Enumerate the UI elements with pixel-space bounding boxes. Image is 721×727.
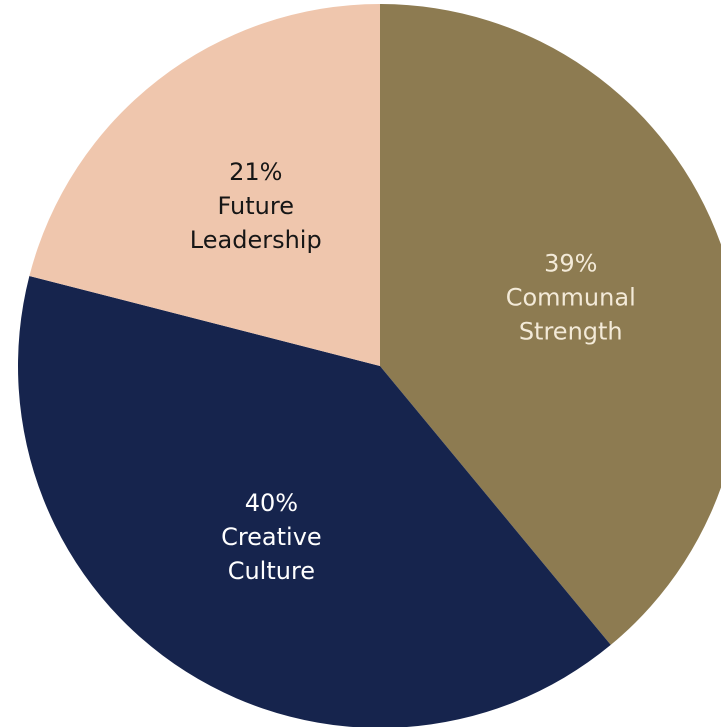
pie-slice-communal-strength bbox=[380, 4, 721, 645]
pie-slice-creative-culture bbox=[18, 275, 611, 727]
pie-slice-future-leadership bbox=[29, 4, 381, 366]
pie-label-percent-future-leadership: 21% bbox=[229, 158, 282, 186]
pie-label-percent-creative-culture: 40% bbox=[245, 489, 298, 517]
pie-label-text-communal-strength-2: Strength bbox=[519, 317, 623, 345]
pie-label-text-communal-strength-1: Communal bbox=[506, 283, 636, 311]
pie-label-percent-communal-strength: 39% bbox=[544, 249, 597, 277]
pie-label-text-creative-culture-2: Culture bbox=[228, 557, 315, 585]
pie-label-text-future-leadership-1: Future bbox=[218, 192, 294, 220]
pie-label-text-creative-culture-1: Creative bbox=[221, 523, 322, 551]
pie-label-text-future-leadership-2: Leadership bbox=[190, 226, 322, 254]
